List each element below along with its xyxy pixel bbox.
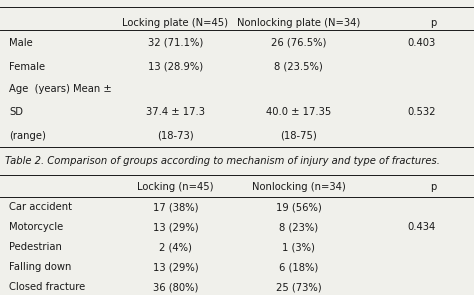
Text: 8 (23.5%): 8 (23.5%) — [274, 62, 323, 72]
Text: Locking plate (N=45): Locking plate (N=45) — [122, 18, 228, 28]
Text: 0.403: 0.403 — [408, 38, 436, 48]
Text: (range): (range) — [9, 131, 46, 141]
Text: Locking (n=45): Locking (n=45) — [137, 182, 214, 192]
Text: 2 (4%): 2 (4%) — [159, 242, 192, 252]
Text: 26 (76.5%): 26 (76.5%) — [271, 38, 326, 48]
Text: Table 2. Comparison of groups according to mechanism of injury and type of fract: Table 2. Comparison of groups according … — [5, 156, 439, 166]
Text: 36 (80%): 36 (80%) — [153, 282, 198, 292]
Text: Female: Female — [9, 62, 46, 72]
Text: 40.0 ± 17.35: 40.0 ± 17.35 — [266, 107, 331, 117]
Text: (18-73): (18-73) — [157, 131, 194, 141]
Text: 32 (71.1%): 32 (71.1%) — [148, 38, 203, 48]
Text: 19 (56%): 19 (56%) — [276, 202, 321, 212]
Text: 13 (29%): 13 (29%) — [153, 222, 198, 232]
Text: 25 (73%): 25 (73%) — [276, 282, 321, 292]
Text: Car accident: Car accident — [9, 202, 73, 212]
Text: 37.4 ± 17.3: 37.4 ± 17.3 — [146, 107, 205, 117]
Text: p: p — [430, 18, 436, 28]
Text: 17 (38%): 17 (38%) — [153, 202, 198, 212]
Text: SD: SD — [9, 107, 24, 117]
Text: Nonlocking plate (N=34): Nonlocking plate (N=34) — [237, 18, 360, 28]
Text: Pedestrian: Pedestrian — [9, 242, 63, 252]
Text: 0.434: 0.434 — [408, 222, 436, 232]
Text: 8 (23%): 8 (23%) — [279, 222, 318, 232]
Text: 6 (18%): 6 (18%) — [279, 262, 318, 272]
Text: Age  (years) Mean ±: Age (years) Mean ± — [9, 84, 112, 94]
Text: (18-75): (18-75) — [280, 131, 317, 141]
Text: Falling down: Falling down — [9, 262, 72, 272]
Text: 0.532: 0.532 — [408, 107, 436, 117]
Text: Nonlocking (n=34): Nonlocking (n=34) — [252, 182, 346, 192]
Text: 1 (3%): 1 (3%) — [282, 242, 315, 252]
Text: 13 (28.9%): 13 (28.9%) — [148, 62, 203, 72]
Text: Motorcycle: Motorcycle — [9, 222, 64, 232]
Text: Closed fracture: Closed fracture — [9, 282, 86, 292]
Text: 13 (29%): 13 (29%) — [153, 262, 198, 272]
Text: Male: Male — [9, 38, 33, 48]
Text: p: p — [430, 182, 436, 192]
